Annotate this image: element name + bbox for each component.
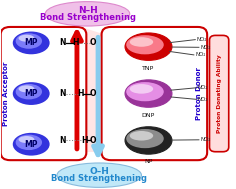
Text: NO₂: NO₂ bbox=[195, 52, 206, 57]
Ellipse shape bbox=[16, 33, 42, 49]
Ellipse shape bbox=[14, 134, 49, 155]
Ellipse shape bbox=[125, 127, 172, 154]
Text: O–H: O–H bbox=[89, 167, 109, 176]
Ellipse shape bbox=[130, 37, 153, 47]
Ellipse shape bbox=[126, 35, 164, 54]
Text: Proton Donor: Proton Donor bbox=[196, 67, 202, 120]
Ellipse shape bbox=[126, 129, 164, 148]
Text: O: O bbox=[90, 38, 97, 47]
Ellipse shape bbox=[14, 32, 49, 53]
Text: NO₂: NO₂ bbox=[200, 45, 211, 50]
Text: MP: MP bbox=[25, 140, 38, 149]
Text: NO₂: NO₂ bbox=[200, 137, 211, 142]
Ellipse shape bbox=[19, 35, 34, 42]
Ellipse shape bbox=[16, 135, 42, 150]
Ellipse shape bbox=[19, 85, 34, 92]
Ellipse shape bbox=[45, 2, 130, 26]
Text: Bond Strengthening: Bond Strengthening bbox=[51, 174, 147, 183]
Polygon shape bbox=[72, 24, 103, 152]
Text: O: O bbox=[90, 89, 97, 98]
Text: NO₂: NO₂ bbox=[198, 97, 208, 102]
Text: MP: MP bbox=[25, 89, 38, 98]
Text: H: H bbox=[77, 89, 84, 98]
Text: TNP: TNP bbox=[142, 66, 155, 71]
Text: N–H: N–H bbox=[78, 6, 97, 15]
Ellipse shape bbox=[126, 82, 164, 101]
Text: N: N bbox=[60, 89, 66, 98]
Ellipse shape bbox=[125, 33, 172, 60]
Ellipse shape bbox=[130, 131, 153, 141]
Ellipse shape bbox=[57, 163, 141, 187]
Text: H: H bbox=[72, 38, 79, 47]
Text: DNP: DNP bbox=[142, 112, 155, 118]
Text: H: H bbox=[81, 136, 88, 145]
FancyBboxPatch shape bbox=[1, 27, 86, 160]
Ellipse shape bbox=[130, 84, 153, 94]
FancyBboxPatch shape bbox=[210, 35, 229, 152]
Text: NP: NP bbox=[144, 159, 153, 164]
Text: O: O bbox=[90, 136, 97, 145]
Text: Bond Strengthening: Bond Strengthening bbox=[39, 13, 135, 22]
Ellipse shape bbox=[19, 136, 34, 143]
FancyBboxPatch shape bbox=[101, 27, 207, 160]
Text: Proton Acceptor: Proton Acceptor bbox=[3, 61, 9, 126]
Ellipse shape bbox=[14, 83, 49, 104]
Text: N: N bbox=[60, 136, 66, 145]
Text: MP: MP bbox=[25, 38, 38, 47]
Text: Proton Donating Ability: Proton Donating Ability bbox=[217, 54, 222, 133]
Text: NO₂: NO₂ bbox=[196, 37, 207, 42]
Ellipse shape bbox=[16, 84, 42, 99]
Ellipse shape bbox=[125, 80, 172, 107]
Text: N: N bbox=[60, 38, 66, 47]
Text: NO₂: NO₂ bbox=[198, 85, 208, 90]
